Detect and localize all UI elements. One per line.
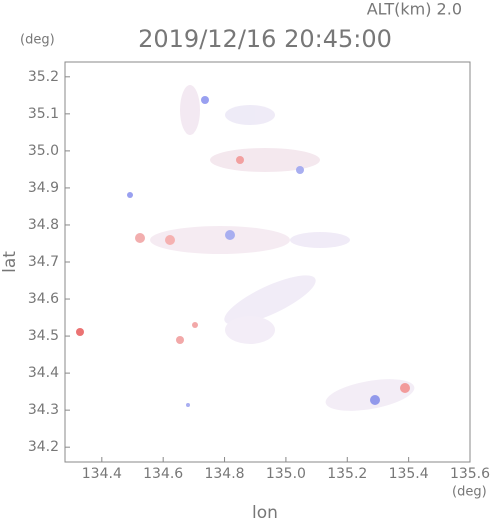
chart-title: 2019/12/16 20:45:00 [138, 25, 392, 53]
echo-patch [165, 235, 175, 245]
x-tick-label: 134.4 [82, 466, 122, 482]
x-tick-label: 135.0 [266, 466, 306, 482]
x-unit: (deg) [452, 485, 487, 500]
echo-patch [127, 192, 133, 198]
echo-patch [225, 105, 275, 125]
echo-patch [150, 226, 290, 254]
y-tick-label: 34.4 [28, 365, 59, 381]
y-axis-label: lat [0, 251, 20, 273]
echo-patch [325, 379, 415, 411]
altitude-label: ALT(km) 2.0 [367, 0, 462, 19]
y-tick-label: 34.9 [28, 180, 59, 196]
echo-patch [370, 395, 380, 405]
y-tick-label: 34.8 [28, 217, 59, 233]
y-tick-label: 34.5 [28, 328, 59, 344]
y-tick-label: 34.7 [28, 254, 59, 270]
y-unit: (deg) [20, 33, 55, 48]
echo-patch [201, 96, 209, 104]
echo-patch [186, 403, 190, 407]
echo-patch [224, 275, 316, 325]
echo-patch [225, 316, 275, 344]
echo-patch [290, 232, 350, 248]
x-tick-label: 135.4 [389, 466, 429, 482]
y-tick-label: 34.3 [28, 402, 59, 418]
echo-patch [210, 148, 320, 172]
echo-patch [76, 328, 84, 336]
x-tick-label: 135.2 [327, 466, 367, 482]
echo-patch [225, 230, 235, 240]
y-tick-label: 35.0 [28, 143, 59, 159]
echo-patch [400, 383, 410, 393]
echo-patch [296, 166, 304, 174]
echo-patch [236, 156, 244, 164]
y-tick-label: 35.2 [28, 69, 59, 85]
echo-patch [180, 85, 200, 135]
x-tick-label: 134.6 [143, 466, 183, 482]
y-tick-label: 35.1 [28, 106, 59, 122]
y-tick-label: 34.6 [28, 291, 59, 307]
echo-patch [176, 336, 184, 344]
y-tick-label: 34.2 [28, 439, 59, 455]
echo-patch [192, 322, 198, 328]
x-tick-label: 134.8 [204, 466, 244, 482]
x-axis-label: lon [252, 503, 278, 521]
x-tick-label: 135.6 [450, 466, 490, 482]
echo-patches [76, 85, 415, 411]
echo-patch [135, 233, 145, 243]
